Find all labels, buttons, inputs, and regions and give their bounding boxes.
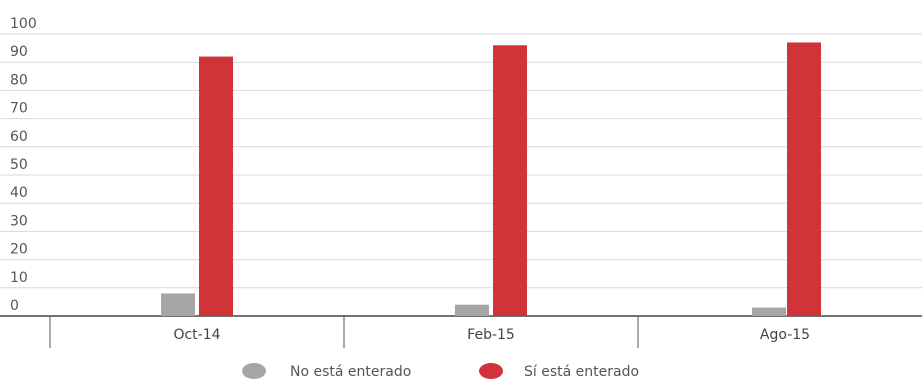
bar-no-enterado-feb-15: [455, 304, 489, 316]
y-tick-label: 70: [10, 101, 28, 117]
y-tick-label: 40: [10, 185, 28, 201]
y-tick-label: 60: [10, 129, 28, 145]
x-tick-label: Oct-14: [173, 327, 220, 343]
bar-si-enterado-ago-15: [787, 42, 821, 317]
y-axis-ticks: 0 10 20 30 40 50 60 70 80 90 100: [10, 16, 37, 314]
grid-lines: [0, 33, 922, 317]
y-tick-label: 20: [10, 242, 28, 258]
legend-label: Sí está enterado: [524, 364, 639, 380]
x-tick-label: Feb-15: [467, 327, 515, 343]
bar-no-enterado-oct-14: [161, 293, 195, 316]
y-tick-label: 0: [10, 298, 19, 314]
legend-label: No está enterado: [290, 364, 411, 380]
y-tick-label: 30: [10, 213, 28, 229]
y-tick-label: 100: [10, 16, 37, 32]
y-tick-label: 80: [10, 72, 28, 88]
legend-swatch: [479, 363, 503, 379]
y-tick-label: 50: [10, 157, 28, 173]
legend-swatch: [242, 363, 266, 379]
x-axis: Oct-14 Feb-15 Ago-15: [49, 316, 810, 348]
y-tick-label: 10: [10, 270, 28, 286]
x-tick-label: Ago-15: [760, 327, 810, 343]
bar-si-enterado-oct-14: [199, 56, 233, 317]
legend: No está enterado Sí está enterado: [242, 363, 639, 380]
bar-no-enterado-ago-15: [752, 307, 786, 316]
y-tick-label: 90: [10, 44, 28, 60]
bars: [161, 42, 821, 317]
bar-si-enterado-feb-15: [493, 45, 527, 316]
